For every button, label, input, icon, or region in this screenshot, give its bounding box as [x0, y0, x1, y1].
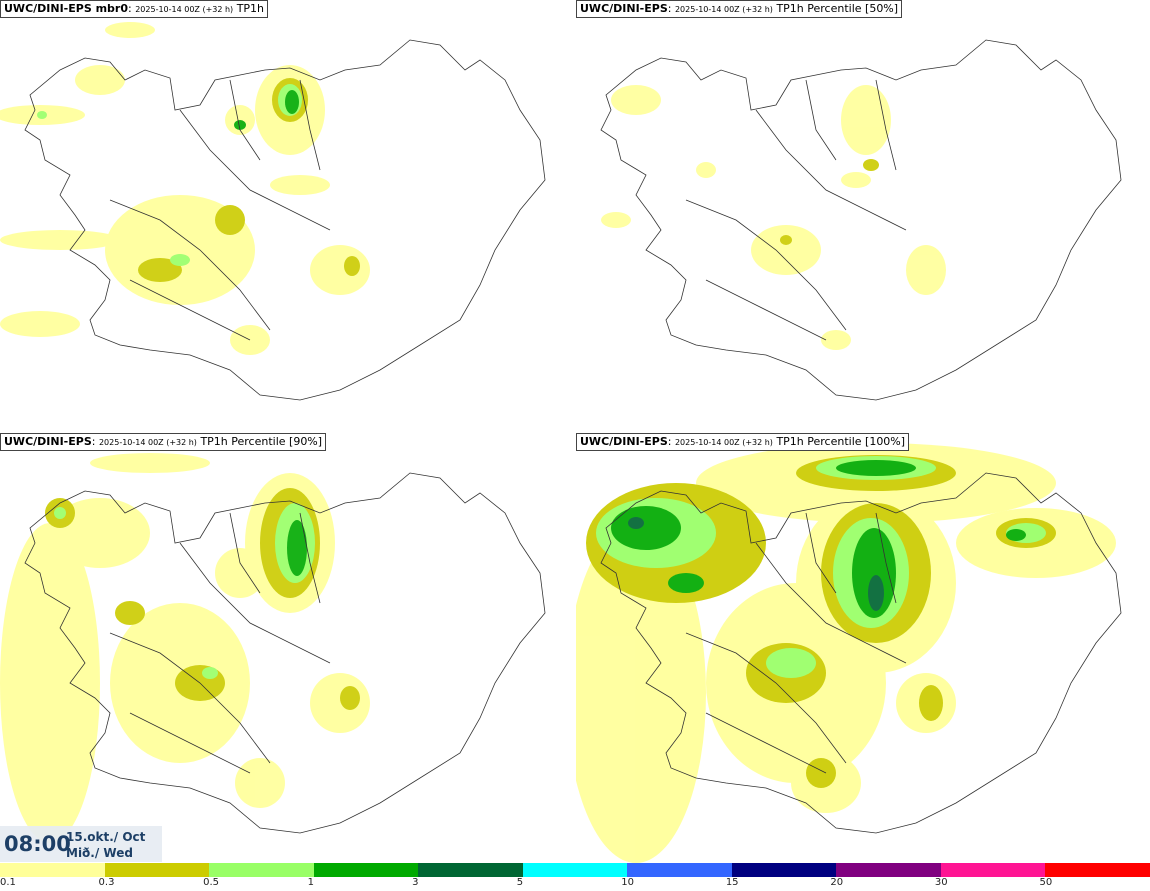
map-panel-percentile-90: UWC/DINI-EPS: 2025-10-14 00Z (+32 h) TP1…: [0, 433, 572, 863]
legend-tick-labels: 0.1 0.3 0.5 1 3 5 10 15 20 30 50: [0, 877, 1150, 891]
panel-title: UWC/DINI-EPS: 2025-10-14 00Z (+32 h) TP1…: [0, 433, 327, 451]
legend-swatch: [209, 863, 314, 877]
precip-map-percentile-90: [0, 453, 546, 843]
map-panel-percentile-100: UWC/DINI-EPS: 2025-10-14 00Z (+32 h) TP1…: [576, 433, 1148, 863]
precip-map-percentile-100: [576, 443, 1122, 863]
precip-map-percentile-50: [600, 39, 1122, 401]
legend-tick-label: 30: [934, 877, 948, 888]
color-legend: [0, 863, 1150, 877]
legend-tick-label: 0.5: [203, 877, 219, 888]
legend-swatch: [104, 863, 210, 877]
legend-tick-label: 10: [621, 877, 634, 888]
legend-swatch: [0, 863, 105, 877]
legend-tick-label: 50: [1039, 877, 1053, 888]
legend-swatch: [313, 863, 419, 877]
legend-tick-label: 0.1: [0, 877, 16, 888]
panel-title: UWC/DINI-EPS: 2025-10-14 00Z (+32 h) TP1…: [576, 0, 903, 18]
legend-tick-label: 5: [516, 877, 524, 888]
legend-swatch: [1045, 863, 1150, 877]
valid-time: 08:00: [4, 832, 71, 856]
legend-swatch: [940, 863, 1046, 877]
map-panel-percentile-50: UWC/DINI-EPS: 2025-10-14 00Z (+32 h) TP1…: [576, 0, 1148, 430]
panel-title: UWC/DINI-EPS mbr0: 2025-10-14 00Z (+32 h…: [0, 0, 269, 18]
legend-tick-label: 20: [830, 877, 844, 888]
legend-tick-label: 0.3: [98, 877, 115, 888]
legend-tick-label: 3: [412, 877, 419, 888]
panel-title: UWC/DINI-EPS: 2025-10-14 00Z (+32 h) TP1…: [576, 433, 910, 451]
legend-tick-label: 1: [307, 877, 314, 888]
map-panel-member0: UWC/DINI-EPS mbr0: 2025-10-14 00Z (+32 h…: [0, 0, 572, 430]
legend-swatch: [836, 863, 941, 877]
valid-time-box: 08:00 15.okt./ Oct Mið./ Wed: [0, 826, 162, 862]
legend-tick-label: 15: [725, 877, 739, 888]
precip-map-member0: [0, 22, 546, 401]
legend-swatch: [418, 863, 523, 877]
valid-date: 15.okt./ Oct: [66, 830, 146, 844]
legend-swatch: [627, 863, 732, 877]
legend-swatch: [522, 863, 628, 877]
valid-day: Mið./ Wed: [66, 846, 133, 860]
legend-swatch: [731, 863, 837, 877]
